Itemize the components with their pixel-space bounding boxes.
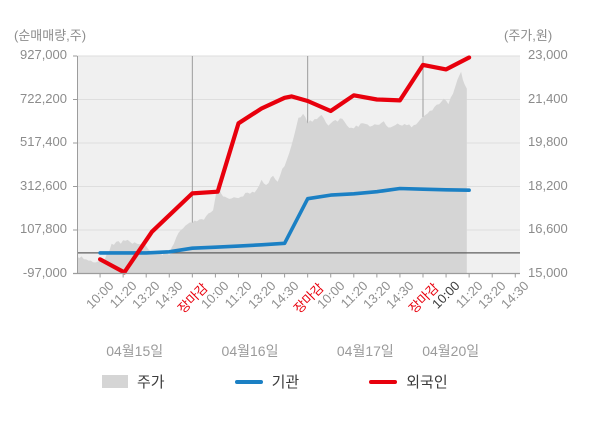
left-axis-tick-label: 107,800 <box>20 221 67 236</box>
legend-label-foreigner: 외국인 <box>406 374 448 391</box>
date-label: 04월16일 <box>221 343 279 359</box>
institution-line-series <box>98 186 471 255</box>
foreigner-line-series <box>98 55 472 275</box>
legend-label-institution: 기관 <box>271 374 300 391</box>
left-axis-tick-label: 722,200 <box>20 90 67 106</box>
left-axis-tick-label: 517,400 <box>20 134 67 149</box>
right-axis-tick-label: 16,600 <box>528 221 568 236</box>
price-area-swatch <box>102 375 128 388</box>
foreigner-line-swatch <box>369 379 398 384</box>
legend: 주가 기관 외국인 <box>102 371 448 392</box>
right-axis-title: (주가,원) <box>504 28 553 43</box>
right-axis-tick-label: 19,800 <box>528 134 568 149</box>
date-label: 04월15일 <box>106 343 164 359</box>
left-axis-title: (순매매량,주) <box>14 28 87 43</box>
right-axis-tick-label: 18,200 <box>528 177 568 193</box>
date-label: 04월17일 <box>336 343 394 359</box>
right-axis-tick-label: 21,400 <box>528 90 568 106</box>
price-area-series <box>77 71 467 274</box>
left-axis-tick-label: 312,600 <box>20 177 67 193</box>
left-axis-tick-label: 927,000 <box>20 47 67 62</box>
legend-item-institution: 기관 <box>234 371 300 392</box>
legend-item-foreigner: 외국인 <box>369 371 448 392</box>
right-axis-tick-label: 23,000 <box>528 47 568 62</box>
left-axis-tick-label: -97,000 <box>22 264 67 280</box>
date-label: 04월20일 <box>422 343 480 359</box>
right-axis-tick-label: 15,000 <box>528 264 568 280</box>
legend-item-price: 주가 <box>102 371 165 392</box>
legend-label-price: 주가 <box>137 374 165 391</box>
institution-line-swatch <box>234 379 263 384</box>
